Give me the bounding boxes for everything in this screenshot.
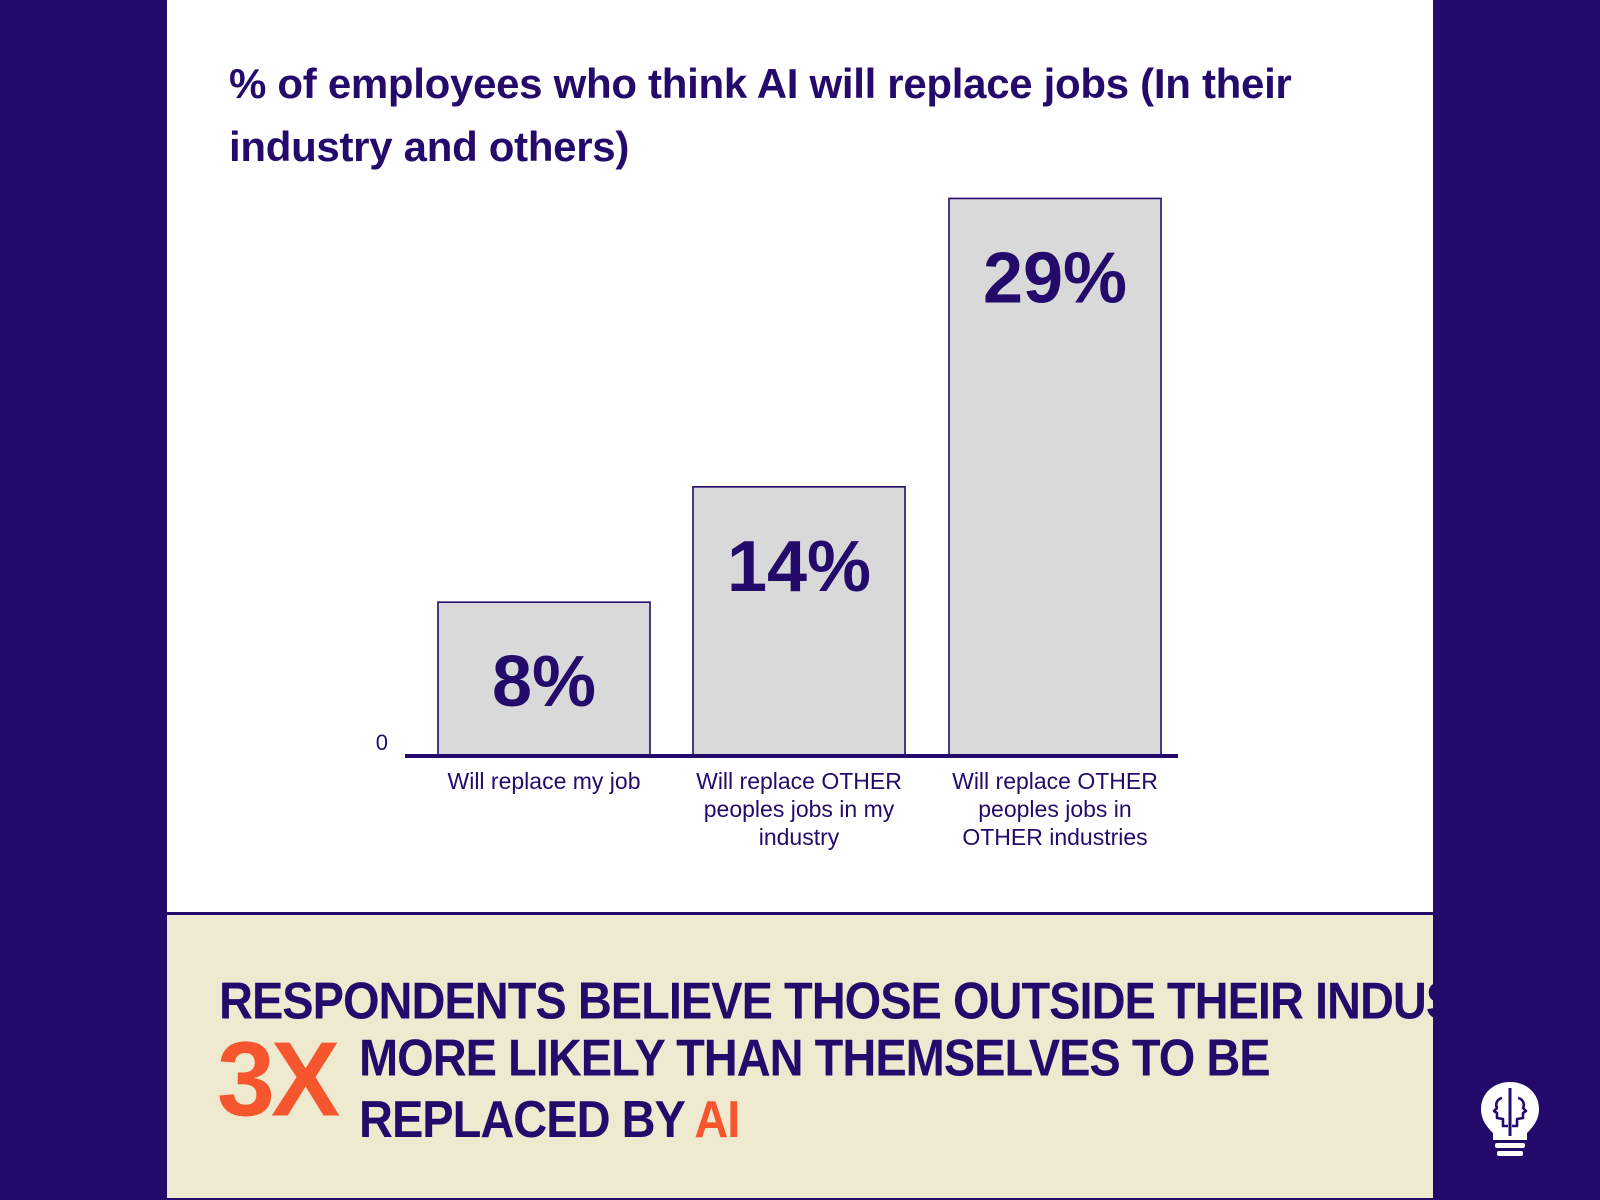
x-tick-label: Will replace OTHER (696, 768, 902, 794)
takeaway-big-number: 3X (217, 1020, 340, 1140)
bar (948, 197, 1162, 757)
lightbulb-with-faces-icon (1481, 1082, 1539, 1156)
bar-value-label: 14% (727, 527, 871, 607)
takeaway-line-3-prefix: REPLACED BY (359, 1089, 695, 1148)
bar (437, 601, 651, 757)
takeaway-accent-word: AI (694, 1089, 740, 1148)
x-tick-label: peoples jobs in (978, 796, 1131, 822)
takeaway-rest: MORE LIKELY THAN THEMSELVES TO BE REPLAC… (359, 1027, 1271, 1151)
x-tick-label: Will replace my job (448, 768, 641, 794)
bar (692, 486, 906, 757)
takeaway-line-2: MORE LIKELY THAN THEMSELVES TO BE (359, 1028, 1271, 1087)
chart-title: % of employees who think AI will replace… (229, 60, 1292, 170)
x-tick-label: Will replace OTHER (952, 768, 1158, 794)
takeaway-line-1: RESPONDENTS BELIEVE THOSE OUTSIDE THEIR … (219, 971, 1600, 1030)
x-tick-label: peoples jobs in my (704, 796, 895, 822)
takeaway-panel: RESPONDENTS BELIEVE THOSE OUTSIDE THEIR … (167, 913, 1600, 1198)
chart-card (167, 0, 1433, 912)
y-tick-label: 0 (376, 730, 388, 755)
bar-value-label: 29% (983, 238, 1127, 318)
takeaway-line-3: REPLACED BY AI (359, 1089, 1270, 1151)
x-tick-label: OTHER industries (962, 824, 1147, 850)
x-tick-label: industry (759, 824, 840, 850)
bar-value-label: 8% (492, 642, 596, 722)
